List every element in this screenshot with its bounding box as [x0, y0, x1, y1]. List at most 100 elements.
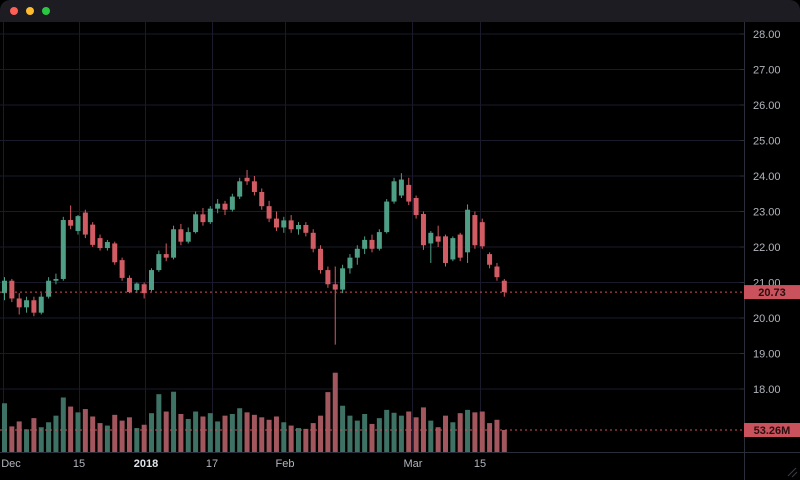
candle-body[interactable] — [487, 254, 493, 265]
candle-body[interactable] — [266, 206, 272, 219]
volume-bar[interactable] — [112, 414, 118, 452]
volume-bar[interactable] — [450, 422, 456, 452]
volume-bar[interactable] — [318, 415, 324, 452]
volume-bar[interactable] — [413, 417, 419, 452]
candle-body[interactable] — [53, 278, 59, 281]
volume-bar[interactable] — [134, 428, 140, 452]
volume-bar[interactable] — [215, 421, 221, 452]
volume-bar[interactable] — [303, 428, 309, 452]
volume-bar[interactable] — [259, 417, 265, 452]
candle-body[interactable] — [391, 181, 397, 202]
volume-bar[interactable] — [310, 423, 316, 452]
candle-body[interactable] — [112, 243, 118, 263]
volume-bar[interactable] — [16, 421, 22, 452]
volume-bar[interactable] — [53, 415, 59, 452]
candle-body[interactable] — [413, 198, 419, 216]
candle-body[interactable] — [163, 254, 169, 258]
volume-bar[interactable] — [244, 412, 250, 452]
candle-body[interactable] — [141, 284, 147, 294]
candle-body[interactable] — [303, 224, 309, 233]
volume-bar[interactable] — [185, 418, 191, 452]
volume-bar[interactable] — [178, 414, 184, 452]
volume-bar[interactable] — [398, 415, 404, 452]
candle-body[interactable] — [244, 177, 250, 182]
candle-body[interactable] — [222, 203, 228, 210]
volume-bar[interactable] — [369, 423, 375, 452]
candle-body[interactable] — [82, 212, 88, 235]
volume-bar[interactable] — [126, 417, 132, 452]
resize-handle-icon[interactable] — [787, 467, 797, 477]
volume-bar[interactable] — [60, 397, 66, 452]
candle-body[interactable] — [97, 238, 103, 249]
candle-body[interactable] — [178, 229, 184, 242]
volume-bar[interactable] — [457, 413, 463, 452]
volume-bar[interactable] — [237, 408, 243, 452]
volume-bar[interactable] — [362, 414, 368, 452]
volume-bar[interactable] — [75, 412, 81, 452]
candle-body[interactable] — [68, 220, 74, 226]
candle-body[interactable] — [281, 220, 287, 228]
volume-bar[interactable] — [266, 419, 272, 452]
candle-body[interactable] — [435, 236, 441, 242]
candle-body[interactable] — [318, 248, 324, 271]
volume-bar[interactable] — [347, 415, 353, 452]
volume-bar[interactable] — [207, 413, 213, 452]
volume-bar[interactable] — [90, 416, 96, 452]
candle-body[interactable] — [104, 242, 110, 249]
volume-bar[interactable] — [46, 422, 52, 452]
volume-bar[interactable] — [296, 428, 301, 452]
candle-body[interactable] — [251, 181, 257, 192]
candle-body[interactable] — [16, 298, 22, 308]
volume-bar[interactable] — [420, 407, 426, 452]
candle-body[interactable] — [200, 214, 206, 223]
volume-bar[interactable] — [9, 426, 15, 452]
candle-body[interactable] — [340, 268, 346, 290]
candle-body[interactable] — [259, 191, 265, 207]
candle-body[interactable] — [347, 257, 353, 269]
resize-handle-icon[interactable] — [791, 471, 798, 478]
candle-body[interactable] — [31, 300, 37, 313]
candle-body[interactable] — [149, 270, 154, 290]
volume-bar[interactable] — [435, 427, 441, 452]
volume-bar[interactable] — [479, 411, 485, 452]
volume-bar[interactable] — [288, 425, 294, 452]
candle-body[interactable] — [450, 238, 456, 260]
candle-body[interactable] — [60, 220, 66, 279]
volume-bar[interactable] — [229, 414, 235, 452]
volume-bar[interactable] — [406, 411, 412, 452]
volume-bar[interactable] — [104, 425, 110, 452]
candle-body[interactable] — [376, 232, 382, 249]
volume-bar[interactable] — [24, 429, 30, 452]
candle-body[interactable] — [443, 236, 448, 263]
candle-body[interactable] — [46, 280, 52, 297]
candle-body[interactable] — [369, 239, 375, 249]
candle-body[interactable] — [237, 181, 243, 197]
candle-body[interactable] — [75, 216, 81, 232]
candle-body[interactable] — [193, 214, 199, 233]
volume-bar[interactable] — [391, 412, 397, 452]
volume-bar[interactable] — [38, 427, 44, 452]
volume-bar[interactable] — [354, 420, 360, 452]
candle-body[interactable] — [472, 215, 478, 246]
volume-bar[interactable] — [2, 403, 7, 452]
candle-body[interactable] — [24, 300, 30, 308]
candle-body[interactable] — [494, 266, 500, 278]
volume-bar[interactable] — [149, 413, 154, 452]
candle-body[interactable] — [325, 270, 331, 285]
candle-body[interactable] — [171, 229, 177, 258]
volume-bar[interactable] — [494, 419, 500, 452]
candle-body[interactable] — [126, 277, 132, 293]
candle-body[interactable] — [398, 179, 404, 196]
volume-bar[interactable] — [251, 414, 257, 452]
candle-body[interactable] — [229, 196, 235, 210]
minimize-button[interactable] — [26, 7, 34, 15]
candle-body[interactable] — [288, 220, 294, 230]
price-chart[interactable]: 28.0027.0026.0025.0024.0023.0022.0021.00… — [0, 22, 800, 480]
volume-bar[interactable] — [281, 422, 287, 452]
candle-body[interactable] — [119, 260, 125, 278]
volume-bar[interactable] — [472, 412, 478, 452]
candle-body[interactable] — [156, 254, 162, 271]
candle-body[interactable] — [362, 239, 368, 249]
candle-body[interactable] — [9, 280, 15, 299]
candle-body[interactable] — [501, 280, 507, 293]
